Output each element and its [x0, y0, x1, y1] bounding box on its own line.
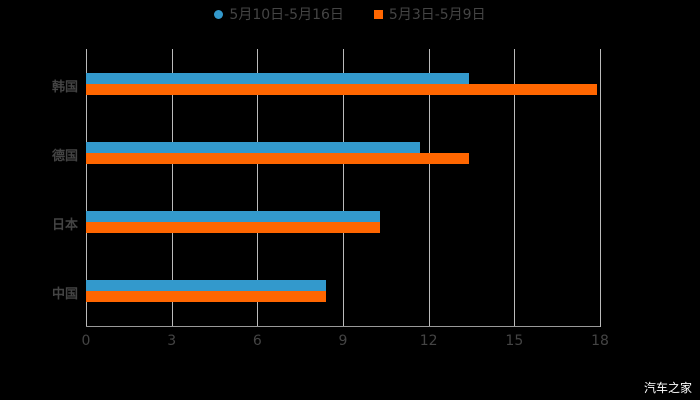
category-label: 德国 — [51, 149, 78, 164]
legend-label: 5月3日-5月9日 — [388, 7, 486, 23]
bar[interactable] — [86, 84, 598, 95]
bar[interactable] — [86, 291, 326, 302]
gridline — [257, 49, 259, 327]
category-label: 韩国 — [51, 80, 78, 95]
legend-circle-icon — [214, 9, 224, 19]
bar[interactable] — [86, 211, 381, 222]
x-tick-label: 3 — [167, 333, 177, 349]
x-tick-label: 6 — [252, 333, 262, 349]
bar[interactable] — [86, 73, 469, 84]
bar[interactable] — [86, 222, 381, 233]
x-tick-label: 0 — [81, 333, 91, 349]
category-label: 中国 — [51, 287, 78, 302]
bar[interactable] — [86, 153, 469, 164]
x-tick-label: 9 — [338, 333, 348, 349]
legend-label: 5月10日-5月16日 — [229, 7, 344, 23]
legend-item-series-2[interactable]: 5月3日-5月9日 — [373, 4, 486, 24]
legend-item-series-1[interactable]: 5月10日-5月16日 — [214, 4, 344, 24]
gridline — [86, 49, 87, 327]
bar[interactable] — [86, 142, 421, 153]
gridline — [343, 49, 344, 327]
category-label: 日本 — [51, 218, 78, 233]
x-tick-label: 18 — [591, 333, 609, 349]
gridline — [600, 49, 601, 327]
gridline — [514, 49, 516, 327]
legend-square-icon — [373, 9, 383, 19]
x-tick-label: 15 — [505, 333, 524, 349]
watermark: 汽车之家 — [643, 381, 692, 395]
legend: 5月10日-5月16日 5月3日-5月9日 — [0, 4, 700, 24]
bar[interactable] — [86, 280, 326, 291]
x-tick-label: 12 — [419, 333, 438, 349]
gridline — [428, 49, 430, 327]
x-axis — [86, 326, 600, 327]
gridline — [171, 49, 173, 327]
